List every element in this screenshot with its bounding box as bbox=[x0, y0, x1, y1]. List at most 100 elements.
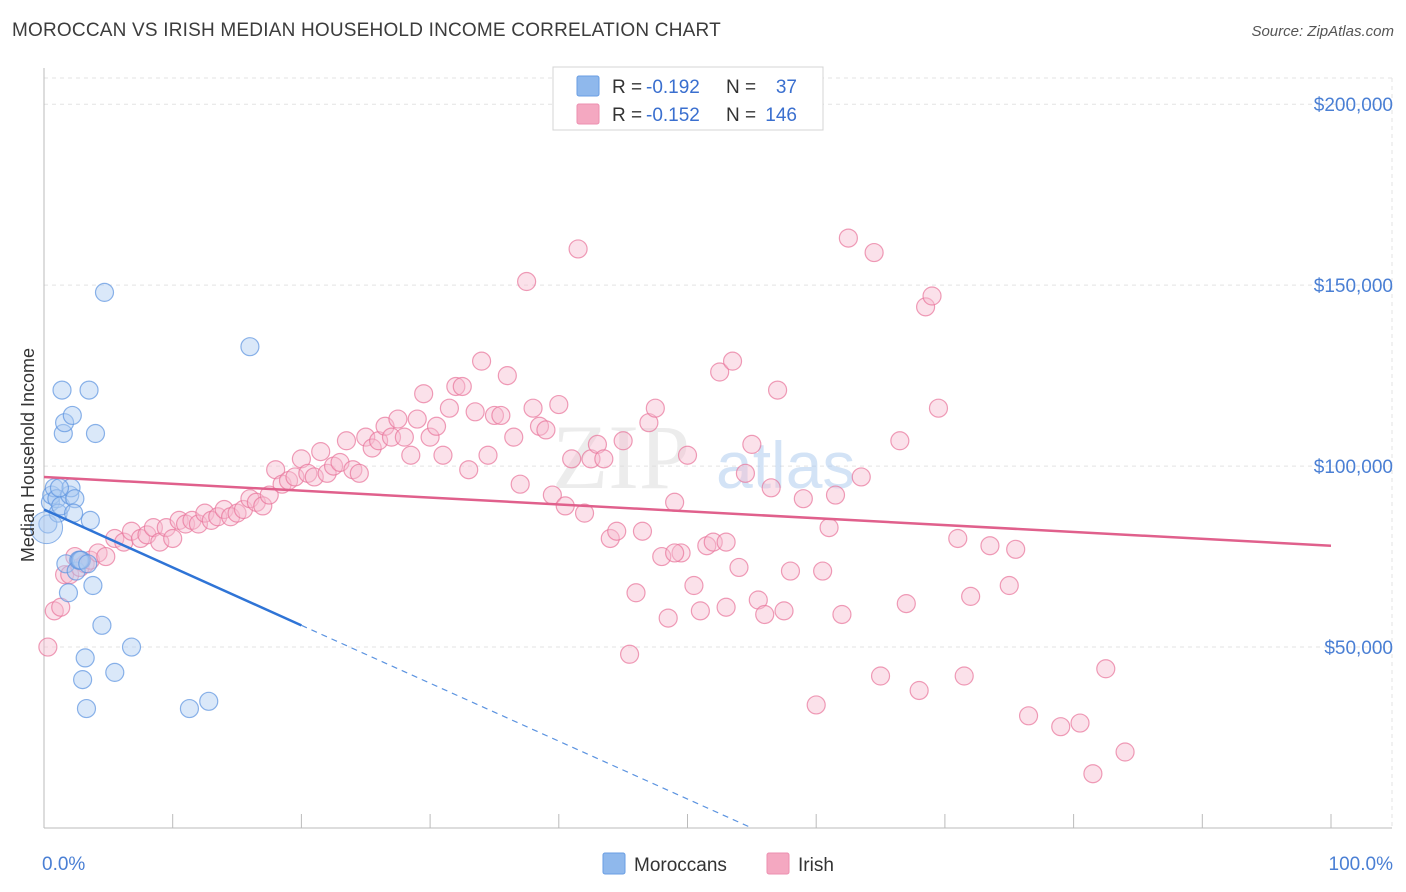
irish-point-138 bbox=[1018, 706, 1039, 726]
irish-point-130 bbox=[922, 286, 942, 306]
irish-point-58 bbox=[414, 384, 434, 404]
irish-point-113 bbox=[767, 380, 788, 400]
irish-point-75 bbox=[523, 398, 543, 418]
irish-point-79 bbox=[549, 394, 569, 415]
irish-point-132 bbox=[954, 666, 974, 686]
moroccan-point-22 bbox=[79, 380, 99, 400]
y-tick-label-3: $200,000 bbox=[1314, 95, 1393, 116]
irish-point-115 bbox=[780, 561, 801, 581]
y-tick-labels: $50,000 $100,000 $150,000 $200,000 bbox=[1314, 95, 1393, 659]
moroccan-point-32 bbox=[240, 337, 260, 357]
moroccan-point-11 bbox=[58, 583, 79, 603]
moroccan-point-24 bbox=[83, 575, 103, 596]
chart-title: MOROCCAN VS IRISH MEDIAN HOUSEHOLD INCOM… bbox=[12, 20, 721, 41]
gridlines bbox=[44, 77, 1393, 828]
irish-point-117 bbox=[806, 695, 826, 715]
irish-point-87 bbox=[600, 528, 620, 549]
y-tick-label-2: $150,000 bbox=[1314, 276, 1393, 297]
irish-point-137 bbox=[1006, 539, 1026, 559]
irish-point-101 bbox=[690, 601, 710, 621]
x-tick-labels: 0.0% 100.0% bbox=[42, 854, 1393, 875]
irish-point-62 bbox=[439, 398, 460, 418]
irish-point-59 bbox=[420, 427, 440, 447]
irish-point-61 bbox=[433, 445, 453, 465]
legend-r-value-irish: -0.152 bbox=[646, 105, 700, 126]
irish-point-72 bbox=[504, 427, 524, 447]
irish-point-122 bbox=[838, 228, 858, 248]
x-tick-label-0: 0.0% bbox=[42, 854, 85, 875]
irish-point-125 bbox=[870, 666, 891, 686]
moroccan-point-19 bbox=[73, 670, 93, 690]
irish-point-81 bbox=[562, 449, 582, 469]
moroccan-point-25 bbox=[85, 423, 106, 444]
bottom-legend-swatch-irish bbox=[766, 852, 790, 875]
irish-point-140 bbox=[1070, 713, 1090, 733]
irish-point-116 bbox=[793, 489, 813, 509]
irish-point-44 bbox=[323, 456, 344, 476]
irish-point-69 bbox=[484, 405, 505, 426]
moroccan-point-34 bbox=[49, 478, 70, 498]
moroccan-point-30 bbox=[179, 698, 200, 719]
axes bbox=[43, 68, 1392, 829]
irish-point-105 bbox=[716, 532, 736, 552]
irish-point-43 bbox=[317, 463, 337, 483]
irish-point-33 bbox=[253, 496, 273, 516]
irish-point-136 bbox=[999, 575, 1019, 596]
irish-point-96 bbox=[658, 608, 678, 628]
irish-point-68 bbox=[478, 445, 498, 465]
irish-point-29 bbox=[227, 503, 247, 523]
watermark-atlas: atlas bbox=[716, 428, 855, 502]
irish-point-126 bbox=[890, 431, 910, 451]
irish-point-1 bbox=[44, 601, 64, 621]
irish-point-25 bbox=[201, 510, 221, 530]
irish-point-127 bbox=[896, 594, 916, 614]
legend-n-value-moroccans: 37 bbox=[776, 77, 797, 98]
irish-point-104 bbox=[710, 362, 730, 382]
irish-point-145 bbox=[665, 543, 685, 563]
bottom-legend-swatch-moroccans bbox=[602, 852, 626, 875]
irish-point-144 bbox=[716, 597, 736, 617]
irish-point-71 bbox=[497, 366, 517, 386]
moroccan-trend-extension bbox=[301, 624, 753, 829]
trend-lines bbox=[43, 475, 1332, 829]
legend-n-label-moroccans: N = bbox=[726, 77, 756, 98]
moroccan-point-31 bbox=[199, 691, 219, 711]
irish-point-106 bbox=[722, 351, 743, 371]
irish-point-91 bbox=[626, 583, 646, 603]
moroccan-point-9 bbox=[54, 413, 75, 433]
legend-r-label-moroccans: R = bbox=[612, 77, 642, 98]
legend-n-value-irish: 146 bbox=[765, 105, 797, 126]
irish-point-63 bbox=[446, 376, 466, 397]
irish-point-100 bbox=[684, 575, 704, 596]
legend-bottom: Moroccans Irish bbox=[602, 852, 834, 876]
irish-point-129 bbox=[915, 297, 936, 317]
moroccan-point-14 bbox=[62, 405, 82, 426]
irish-point-76 bbox=[529, 416, 550, 436]
legend-top: R = -0.192 N = 37 R = -0.152 N = 146 bbox=[552, 66, 824, 131]
irish-point-74 bbox=[517, 271, 537, 292]
irish-point-57 bbox=[407, 409, 427, 429]
data-points bbox=[30, 228, 1135, 784]
irish-point-54 bbox=[388, 409, 408, 429]
irish-point-83 bbox=[574, 503, 595, 523]
irish-point-118 bbox=[813, 561, 833, 581]
irish-point-48 bbox=[349, 463, 369, 483]
irish-point-47 bbox=[343, 460, 363, 480]
irish-point-10 bbox=[96, 546, 116, 567]
irish-point-66 bbox=[465, 402, 485, 422]
irish-point-56 bbox=[401, 445, 421, 465]
irish-point-86 bbox=[594, 449, 614, 469]
irish-point-112 bbox=[761, 478, 781, 498]
irish-point-134 bbox=[961, 586, 981, 606]
moroccan-point-12 bbox=[60, 485, 80, 505]
y-tick-label-1: $100,000 bbox=[1314, 457, 1393, 478]
irish-point-94 bbox=[645, 398, 665, 418]
irish-point-50 bbox=[362, 438, 382, 458]
irish-point-119 bbox=[819, 518, 839, 538]
moroccan-point-20 bbox=[75, 648, 95, 668]
moroccan-point-28 bbox=[105, 662, 125, 682]
irish-point-90 bbox=[619, 644, 640, 664]
irish-point-0 bbox=[38, 637, 58, 657]
irish-point-109 bbox=[742, 434, 762, 454]
